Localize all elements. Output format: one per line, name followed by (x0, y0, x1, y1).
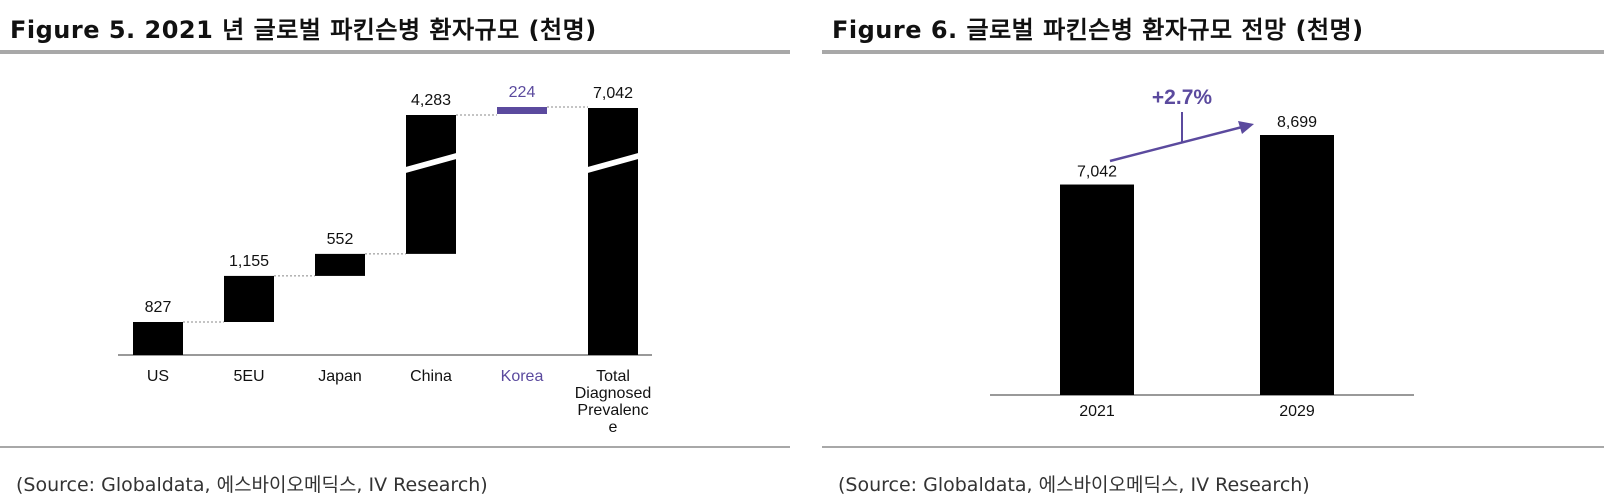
bar-total (588, 108, 638, 355)
value-label: 827 (145, 299, 172, 316)
figure5-waterfall-chart: 827 US 1,155 5EU 552 Japan 4,283 China 224 Korea 7… (118, 84, 652, 436)
value-label: 4,283 (411, 92, 451, 109)
category-label: 2021 (1079, 403, 1115, 420)
category-label: Korea (501, 368, 544, 385)
value-label: 7,042 (593, 85, 633, 102)
value-label: 1,155 (229, 253, 269, 270)
figure5-title: Figure 5. 2021 년 글로벌 파킨슨병 환자규모 (천명) (10, 16, 597, 44)
bar-2021 (1060, 184, 1134, 395)
category-label: e (609, 419, 618, 436)
figure5-bottom-rule (0, 446, 790, 448)
figure6-panel: Figure 6. 글로벌 파킨슨병 환자규모 전망 (천명) 7,042 202… (822, 0, 1604, 504)
figure5-title-rule (0, 50, 790, 54)
value-label: 552 (327, 231, 354, 248)
bar-2029 (1260, 135, 1334, 395)
bar-china (406, 115, 456, 254)
bar-5eu (224, 275, 274, 322)
figure6-bar-chart: 7,042 2021 8,699 2029 +2.7% (990, 86, 1414, 420)
figure6-bottom-rule (822, 446, 1604, 448)
growth-arrowhead (1238, 121, 1254, 134)
figure6-title: Figure 6. 글로벌 파킨슨병 환자규모 전망 (천명) (832, 16, 1364, 44)
growth-arrow-line (1109, 123, 1251, 163)
category-label: Diagnosed (575, 385, 652, 402)
bar-korea (497, 107, 547, 114)
axis-break-mark (402, 152, 460, 174)
figure5-source: (Source: Globaldata, 에스바이오메딕스, IV Resear… (16, 474, 488, 496)
bar-us (133, 322, 183, 355)
category-label: US (147, 368, 169, 385)
category-label: Japan (318, 368, 362, 385)
bar-japan (315, 253, 365, 276)
figure6-title-rule (822, 50, 1604, 54)
value-label: 7,042 (1077, 164, 1117, 181)
category-label: 2029 (1279, 403, 1315, 420)
value-label: 8,699 (1277, 114, 1317, 131)
figure6-source: (Source: Globaldata, 에스바이오메딕스, IV Resear… (838, 474, 1310, 496)
category-label: Prevalenc (577, 402, 648, 419)
figure5-panel: Figure 5. 2021 년 글로벌 파킨슨병 환자규모 (천명) 827 U… (0, 0, 790, 504)
axis-break-mark (584, 152, 642, 174)
category-label: China (410, 368, 452, 385)
category-label: Total (596, 368, 630, 385)
growth-rate-label: +2.7% (1152, 86, 1212, 109)
category-label: 5EU (233, 368, 264, 385)
value-label: 224 (509, 84, 536, 101)
